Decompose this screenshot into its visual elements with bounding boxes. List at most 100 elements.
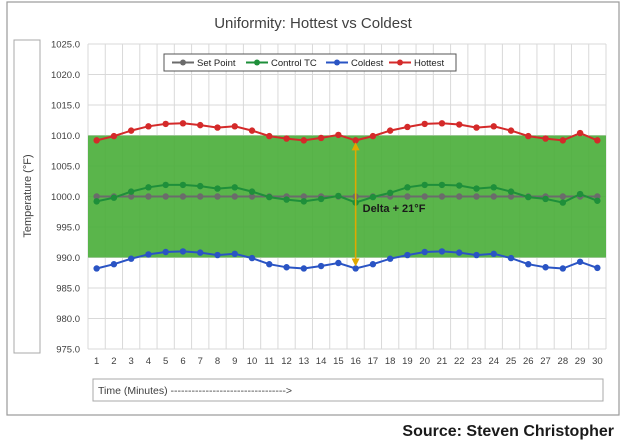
legend-label: Coldest — [351, 58, 384, 69]
delta-annotation-label: Delta + 21°F — [363, 203, 426, 215]
series-lines — [93, 120, 601, 272]
y-tick-label: 995.0 — [56, 223, 80, 234]
data-point — [559, 193, 567, 200]
y-axis-label-box — [13, 39, 41, 354]
legend-item: Coldest — [326, 58, 384, 69]
data-point — [162, 120, 169, 128]
data-point — [93, 193, 100, 200]
data-point — [594, 264, 601, 272]
series-control-tc — [93, 181, 601, 206]
data-point — [145, 123, 152, 130]
data-point — [386, 189, 394, 197]
x-tick-label: 17 — [368, 356, 379, 367]
data-point — [248, 188, 256, 195]
data-point — [145, 193, 152, 200]
data-point — [473, 193, 480, 200]
data-point — [110, 194, 118, 201]
x-tick-label: 9 — [232, 356, 237, 367]
data-point — [525, 132, 532, 140]
chart-figure: Uniformity: Hottest vs Coldest Temperatu… — [6, 1, 620, 416]
x-tick-label: 26 — [523, 356, 534, 367]
legend-box — [163, 53, 457, 72]
x-tick-label: 28 — [558, 356, 569, 367]
data-point — [369, 132, 377, 140]
data-point — [386, 127, 394, 134]
legend-swatch-marker — [254, 59, 260, 66]
x-tick-label: 15 — [333, 356, 344, 367]
data-point — [231, 250, 238, 258]
y-tick-label: 1020.0 — [51, 70, 80, 81]
x-tick-label: 5 — [163, 356, 168, 367]
data-point — [266, 193, 273, 201]
data-point — [369, 261, 377, 268]
data-point — [507, 127, 515, 134]
data-point — [317, 195, 325, 203]
data-point — [231, 123, 238, 130]
data-point — [335, 131, 342, 139]
data-point — [283, 264, 290, 271]
data-point — [283, 135, 290, 142]
data-point — [197, 121, 204, 129]
data-point — [300, 265, 308, 272]
data-point — [248, 254, 256, 262]
data-point — [127, 127, 135, 134]
series-hottest — [93, 120, 601, 144]
data-point — [335, 259, 342, 267]
data-point — [507, 254, 515, 262]
legend-label: Set Point — [197, 58, 236, 69]
data-point — [214, 193, 221, 200]
data-point — [283, 196, 290, 203]
data-point — [231, 193, 238, 200]
data-point — [473, 185, 480, 192]
y-tick-label: 975.0 — [56, 345, 80, 356]
data-point — [248, 127, 256, 134]
x-axis-label: Time (Minutes) -------------------------… — [98, 385, 292, 397]
legend: Set Point Control TC Coldest Hottest — [163, 53, 457, 72]
delta-arrow-head-bottom — [351, 258, 360, 267]
x-tick-label: 20 — [419, 356, 430, 367]
data-point — [197, 182, 204, 190]
y-tick-label: 1005.0 — [51, 162, 80, 173]
data-point — [542, 135, 549, 142]
data-point — [421, 181, 428, 189]
data-point — [127, 188, 135, 195]
y-tick-label: 1015.0 — [51, 101, 80, 112]
y-tick-labels: 975.0 980.0 985.0 990.0 995.0 1000.0 1005.0 101… — [51, 40, 80, 356]
x-tick-label: 24 — [488, 356, 499, 367]
chart-title: Uniformity: Hottest vs Coldest — [214, 15, 412, 32]
source-caption: Source: Steven Christopher — [402, 423, 614, 440]
legend-label: Hottest — [414, 58, 444, 69]
data-point — [473, 251, 480, 259]
data-point — [127, 255, 135, 262]
data-point — [179, 248, 187, 255]
x-tick-label: 4 — [146, 356, 151, 367]
x-tick-label: 29 — [575, 356, 586, 367]
data-point — [197, 193, 204, 200]
data-point — [490, 250, 497, 258]
x-tick-label: 10 — [247, 356, 258, 367]
data-point — [266, 132, 273, 140]
x-tick-labels: 1 2 3 4 5 6 7 8 9 10 11 12 13 14 15 16 17 18 19 20 21 22 23 24 2… — [94, 356, 603, 367]
x-tick-label: 30 — [592, 356, 603, 367]
data-point — [456, 193, 463, 200]
x-tick-label: 14 — [316, 356, 327, 367]
data-point — [386, 255, 394, 262]
data-point — [559, 137, 567, 144]
data-point — [300, 137, 308, 144]
data-point — [214, 185, 221, 192]
y-tick-label: 990.0 — [56, 253, 80, 264]
series-coldest — [93, 248, 601, 272]
data-point — [162, 248, 169, 256]
x-tick-label: 23 — [471, 356, 482, 367]
data-point — [317, 262, 325, 270]
legend-item: Hottest — [389, 58, 444, 69]
data-point — [317, 134, 325, 142]
data-point — [542, 195, 549, 203]
legend-swatch-marker — [397, 59, 403, 66]
data-point — [421, 248, 428, 256]
data-point — [145, 184, 152, 191]
legend-swatch-marker — [180, 59, 186, 66]
x-tick-label: 3 — [129, 356, 134, 367]
x-tick-label: 27 — [540, 356, 551, 367]
x-tick-label: 25 — [506, 356, 517, 367]
